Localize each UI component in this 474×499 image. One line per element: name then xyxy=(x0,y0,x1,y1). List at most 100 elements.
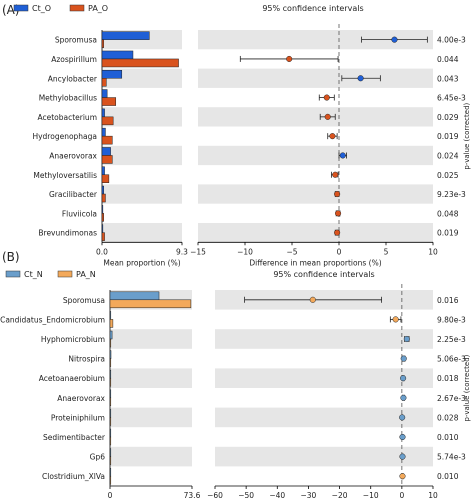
category-label: Brevundimonas xyxy=(38,229,97,238)
bar-pa_o xyxy=(101,193,106,203)
bar-ct_n xyxy=(109,448,112,457)
p-value: 0.018 xyxy=(437,374,459,383)
category-label: Candidatus_Endomicrobium xyxy=(0,315,105,324)
ci-title: 95% confidence intervals xyxy=(273,270,374,279)
diff-point xyxy=(334,191,341,198)
diff-tick-label: −15 xyxy=(190,247,206,256)
category-label: Sedimentibacter xyxy=(43,433,106,442)
diff-point xyxy=(339,152,346,159)
diff-point xyxy=(392,316,399,323)
bar-pa_o xyxy=(101,135,113,145)
diff-tick-label: −50 xyxy=(238,491,254,499)
category-label: Gp6 xyxy=(90,453,106,462)
ci-title: 95% confidence intervals xyxy=(262,4,363,13)
row-band xyxy=(215,368,433,388)
bar-ct_o xyxy=(101,224,104,233)
diff-tick-label: −20 xyxy=(332,491,348,499)
row-band xyxy=(110,329,192,349)
row-band xyxy=(198,68,433,88)
p-value: 0.043 xyxy=(437,74,459,83)
row-band xyxy=(102,145,182,166)
diff-point xyxy=(335,210,342,217)
diff-point xyxy=(400,355,407,362)
bar-ct_o xyxy=(101,185,104,195)
bar-pa_o xyxy=(101,155,113,164)
category-label: Nitrospira xyxy=(68,355,105,364)
category-label: Methylobacillus xyxy=(39,94,97,103)
row-band xyxy=(110,407,192,428)
p-value: 0.028 xyxy=(437,413,459,422)
p-value: 9.23e-3 xyxy=(437,190,466,199)
p-value: 0.029 xyxy=(437,113,459,122)
row-band xyxy=(198,184,433,204)
bar-ct_o xyxy=(101,147,111,156)
panel-b: (B) Ct_N PA_N 95% confidence intervals 0 73.6… xyxy=(0,250,471,499)
row-band xyxy=(198,145,433,166)
row-band xyxy=(102,223,182,243)
bar-ct_n xyxy=(109,389,112,399)
legend-label: Ct_O xyxy=(32,4,51,13)
p-value: 5.06e-3 xyxy=(437,355,466,364)
bar-pa_o xyxy=(101,174,110,183)
row-band xyxy=(102,107,182,127)
bar-ct_n xyxy=(109,291,160,301)
bar-pa_n xyxy=(109,299,192,309)
bar-ct_o xyxy=(101,127,106,137)
category-label: Anaerovorax xyxy=(49,151,97,160)
diff-tick-label: −5 xyxy=(286,247,297,256)
bar-ct_n xyxy=(109,330,113,340)
category-label: Acetobacterium xyxy=(37,113,97,122)
diff-point xyxy=(357,75,364,82)
diff-point xyxy=(309,296,316,303)
p-value: 2.67e-3 xyxy=(437,394,466,403)
bar-pa_n xyxy=(109,397,112,407)
category-label: Ancylobacter xyxy=(48,74,98,83)
row-band xyxy=(110,368,192,388)
diff-point xyxy=(399,414,406,421)
p-value: 0.044 xyxy=(437,55,459,64)
diff-point xyxy=(399,453,406,460)
diff-tick-label: 5 xyxy=(384,247,389,256)
diff-point xyxy=(324,113,331,120)
legend-swatch xyxy=(5,270,21,278)
p-value: 0.048 xyxy=(437,209,459,218)
bar-pa_n xyxy=(109,456,112,465)
category-label: Sporomusa xyxy=(55,36,97,45)
p-value: 6.45e-3 xyxy=(437,94,466,103)
bar-ct_o xyxy=(101,70,123,79)
diff-tick-label: −60 xyxy=(207,491,223,499)
bar-pa_n xyxy=(109,417,112,426)
diff-tick-label: −10 xyxy=(237,247,253,256)
p-value: 9.80e-3 xyxy=(437,315,466,324)
row-band xyxy=(198,223,433,243)
category-label: Hyphomicrobium xyxy=(41,335,105,344)
diff-point xyxy=(400,394,407,401)
legend-label: Ct_N xyxy=(24,270,43,279)
bar-ct_n xyxy=(109,467,112,477)
diff-tick-label: −30 xyxy=(301,491,317,499)
legend-swatch xyxy=(13,4,29,12)
row-band xyxy=(215,446,433,467)
category-label: Fluviicola xyxy=(62,209,97,218)
bar-pa_n xyxy=(109,338,112,348)
p-value: 0.019 xyxy=(437,132,459,141)
bar-pa_o xyxy=(101,97,117,106)
bar-pa_o xyxy=(101,232,105,241)
diff-point xyxy=(332,171,339,178)
bar-pa_n xyxy=(109,319,114,328)
diff-tick-label: 0 xyxy=(399,491,404,499)
p-value: 0.010 xyxy=(437,433,459,442)
bar-ct_n xyxy=(109,350,112,359)
category-label: Gracilibacter xyxy=(49,190,98,199)
bar-ct_o xyxy=(101,205,104,214)
category-label: Proteiniphilum xyxy=(51,413,105,422)
bar-ct_n xyxy=(109,311,112,320)
diff-tick-label: 10 xyxy=(428,247,438,256)
p-value-axis-label: p-value (corrected) xyxy=(463,354,471,421)
category-label: Anaerovorax xyxy=(57,394,105,403)
row-band xyxy=(110,446,192,467)
diff-point xyxy=(391,36,398,43)
category-label: Sporomusa xyxy=(63,296,105,305)
diff-tick-label: −10 xyxy=(363,491,379,499)
